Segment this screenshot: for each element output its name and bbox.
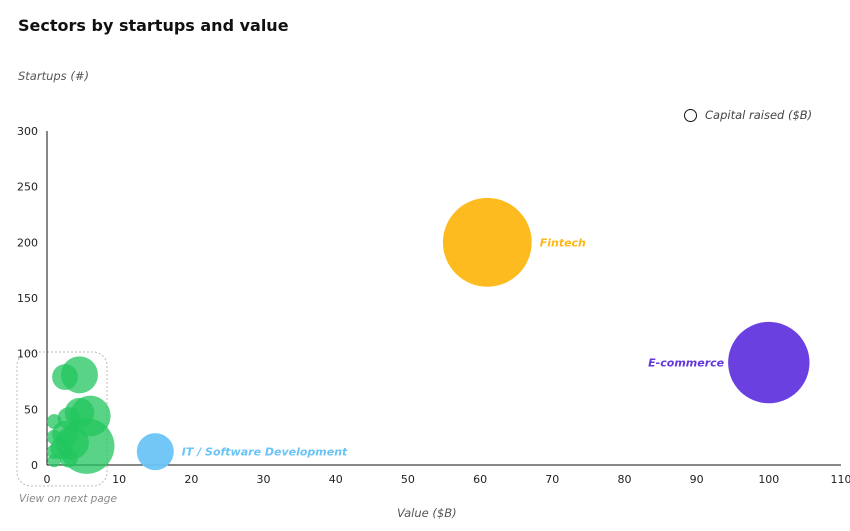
legend: Capital raised ($B) [684,108,812,122]
x-axis-label: Value ($B) [397,506,457,520]
y-tick-label: 50 [24,403,38,416]
x-tick-label: 50 [401,473,415,486]
y-tick-label: 200 [17,236,38,249]
data-bubble [728,321,810,404]
x-tick-label: 10 [112,473,126,486]
bubble-label: E-commerce [648,357,724,370]
y-tick-label: 0 [31,459,38,472]
x-tick-label: 100 [758,473,779,486]
data-bubble [442,197,532,287]
legend-circle-icon [684,108,697,122]
y-tick-label: 250 [17,181,38,194]
y-tick-label: 150 [17,292,38,305]
x-tick-label: 20 [184,473,198,486]
bubble-label: Fintech [540,236,586,249]
y-tick-label: 300 [17,125,38,138]
y-axis-label: Startups (#) [18,69,89,83]
x-tick-label: 90 [690,473,704,486]
chart-title: Sectors by startups and value [18,16,289,35]
x-tick-label: 0 [44,473,51,486]
x-tick-label: 80 [617,473,631,486]
data-bubble [52,364,78,390]
data-bubble [50,437,73,460]
bubble-label: IT / Software Development [182,446,348,459]
y-tick-label: 100 [17,348,38,361]
x-tick-label: 40 [329,473,343,486]
data-bubble [136,433,174,471]
legend-label: Capital raised ($B) [705,108,813,122]
x-tick-label: 60 [473,473,487,486]
x-tick-label: 110 [831,473,850,486]
x-tick-label: 70 [545,473,559,486]
view-next-page-note[interactable]: View on next page [19,493,117,505]
x-tick-label: 30 [257,473,271,486]
